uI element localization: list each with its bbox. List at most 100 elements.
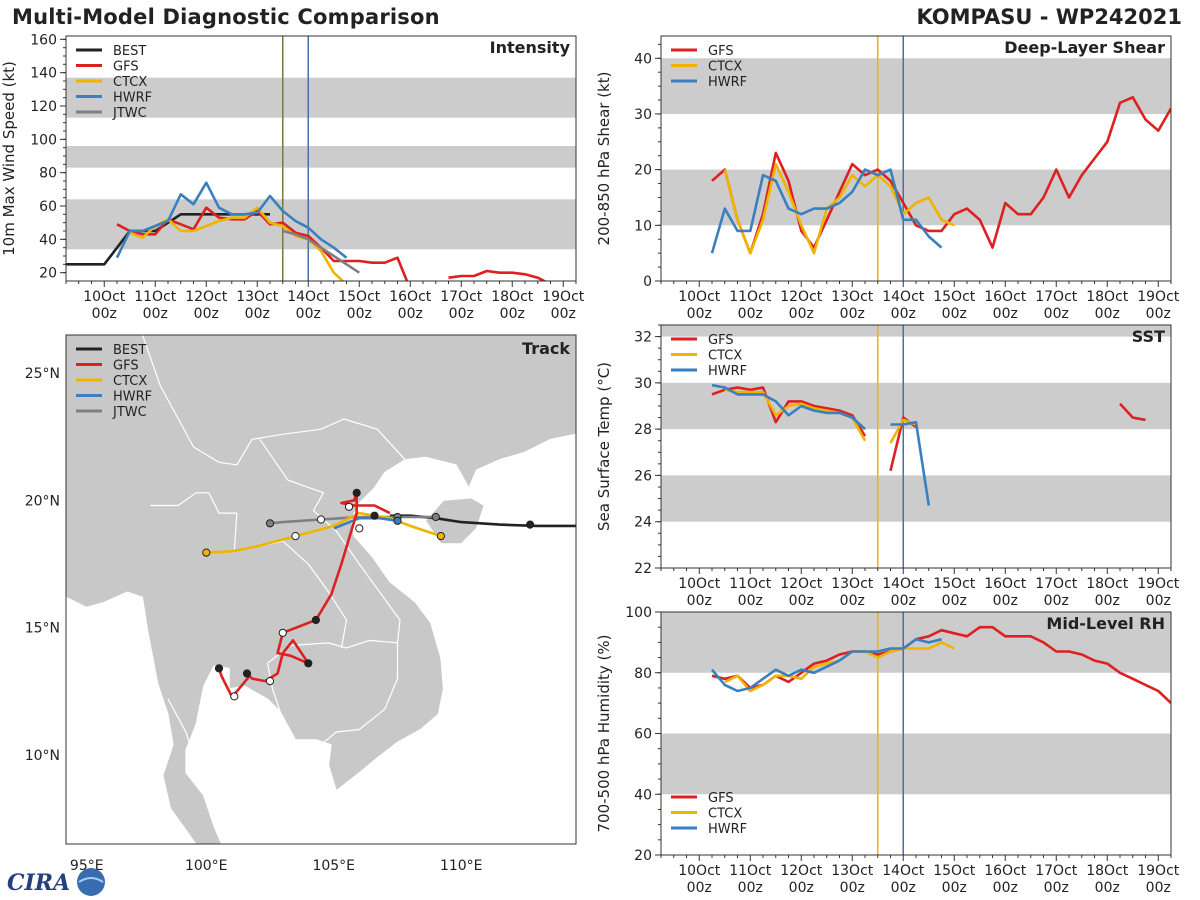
x-tick-label: 00z xyxy=(194,306,219,322)
y-axis-label: 200-850 hPa Shear (kt) xyxy=(595,72,613,246)
x-tick-label: 00z xyxy=(993,880,1018,896)
x-tick-label: 00z xyxy=(687,306,712,322)
series-line-hwrf xyxy=(711,383,866,431)
x-tick-label: 00z xyxy=(1095,306,1120,322)
legend-label: GFS xyxy=(708,791,734,806)
legend-label: GFS xyxy=(708,44,734,59)
y-tick-label: 100 xyxy=(625,605,652,621)
x-tick-label: 00z xyxy=(891,593,916,609)
x-tick-label: 00z xyxy=(1146,306,1171,322)
x-tick-label: 00z xyxy=(1044,880,1069,896)
x-tick-label: 17Oct xyxy=(1035,289,1078,305)
band xyxy=(661,612,1171,673)
legend-label: HWRF xyxy=(113,390,152,405)
x-tick-label: 14Oct xyxy=(882,863,925,879)
x-tick-label: 00z xyxy=(687,593,712,609)
y-tick-label: 40 xyxy=(634,787,652,803)
track-point-gfs xyxy=(278,628,287,637)
x-tick-label: 14Oct xyxy=(882,576,925,592)
series-line-jtwc xyxy=(282,229,361,274)
x-tick-label: 00z xyxy=(1146,593,1171,609)
y-tick-label: 160 xyxy=(30,32,57,48)
y-tick-label: 24 xyxy=(634,515,652,531)
series-line-ctcx xyxy=(723,162,955,255)
x-tick-label: 19Oct xyxy=(542,289,585,305)
logo-text: CIRA xyxy=(7,870,70,896)
x-tick-label: 00z xyxy=(296,306,321,322)
y-tick-label: 22 xyxy=(634,561,652,577)
x-tick-label: 17Oct xyxy=(440,289,483,305)
x-tick-label: 12Oct xyxy=(780,863,823,879)
x-tick-label: 00z xyxy=(840,593,865,609)
track-point-gfs xyxy=(370,511,379,520)
intensity-panel: 2040608010012014016010Oct00z11Oct00z12Oc… xyxy=(0,32,585,322)
x-tick-label: 15Oct xyxy=(933,863,976,879)
x-tick-label: 15Oct xyxy=(933,289,976,305)
track-point-gfs xyxy=(311,615,320,625)
x-tick-label: 19Oct xyxy=(1137,289,1180,305)
legend-label: JTWC xyxy=(112,405,147,420)
band xyxy=(661,475,1171,522)
country-border xyxy=(150,492,209,507)
series-line-hwrf xyxy=(710,168,943,254)
y-tick-label: 28 xyxy=(634,422,652,438)
x-tick-label: 16Oct xyxy=(984,576,1027,592)
x-tick-label: 17Oct xyxy=(1035,863,1078,879)
x-tick-label: 00z xyxy=(92,306,117,322)
legend-label: CTCX xyxy=(113,75,147,90)
y-tick-label: 20 xyxy=(634,848,652,864)
track-point-best xyxy=(526,520,535,529)
track-point-ctcx xyxy=(436,532,445,541)
y-tick-label: 32 xyxy=(634,330,652,346)
x-tick-label: 00z xyxy=(942,306,967,322)
x-tick-label: 00z xyxy=(840,306,865,322)
legend-label: HWRF xyxy=(113,91,152,106)
y-tick-label: 20 xyxy=(39,266,57,282)
legend-label: HWRF xyxy=(708,75,747,90)
series-line-gfs xyxy=(711,96,1171,255)
x-tick-label: 00z xyxy=(1146,880,1171,896)
x-tick-label: 14Oct xyxy=(882,289,925,305)
series-line-hwrf xyxy=(711,637,942,693)
panel-title: Track xyxy=(522,339,570,358)
track-line-jtwc xyxy=(269,515,436,525)
y-tick-label: 25°N xyxy=(25,366,60,382)
x-tick-label: 13Oct xyxy=(831,863,874,879)
legend-label: HWRF xyxy=(708,364,747,379)
legend-label: BEST xyxy=(113,44,146,59)
legend-label: GFS xyxy=(113,60,139,75)
y-tick-label: 60 xyxy=(39,199,57,215)
country-border xyxy=(259,438,401,746)
legend-label: CTCX xyxy=(113,374,147,389)
track-point-gfs xyxy=(242,669,252,678)
track-line-ctcx xyxy=(206,511,442,554)
band xyxy=(661,58,1171,114)
track-point-gfs xyxy=(265,677,275,686)
band xyxy=(66,199,576,250)
series-line-hwrf xyxy=(890,420,931,506)
y-tick-label: 0 xyxy=(643,274,652,290)
y-tick-label: 10 xyxy=(634,218,652,234)
y-tick-label: 100 xyxy=(30,132,57,148)
x-tick-label: 15Oct xyxy=(338,289,381,305)
x-tick-label: 00z xyxy=(1044,593,1069,609)
y-tick-label: 20 xyxy=(634,163,652,179)
track-point-gfs xyxy=(214,664,224,673)
y-tick-label: 40 xyxy=(634,51,652,67)
y-tick-label: 20°N xyxy=(25,493,60,509)
x-tick-label: 00z xyxy=(789,593,814,609)
y-axis-label: 10m Max Wind Speed (kt) xyxy=(0,61,18,256)
x-tick-label: 00z xyxy=(840,880,865,896)
cira-logo: CIRA xyxy=(7,868,105,896)
x-tick-label: 12Oct xyxy=(185,289,228,305)
legend-label: HWRF xyxy=(708,822,747,837)
track-point-gfs xyxy=(352,488,361,497)
storm-title: KOMPASU - WP242021 xyxy=(916,5,1182,29)
x-tick-label: 18Oct xyxy=(491,289,534,305)
x-tick-label: 10Oct xyxy=(678,289,721,305)
